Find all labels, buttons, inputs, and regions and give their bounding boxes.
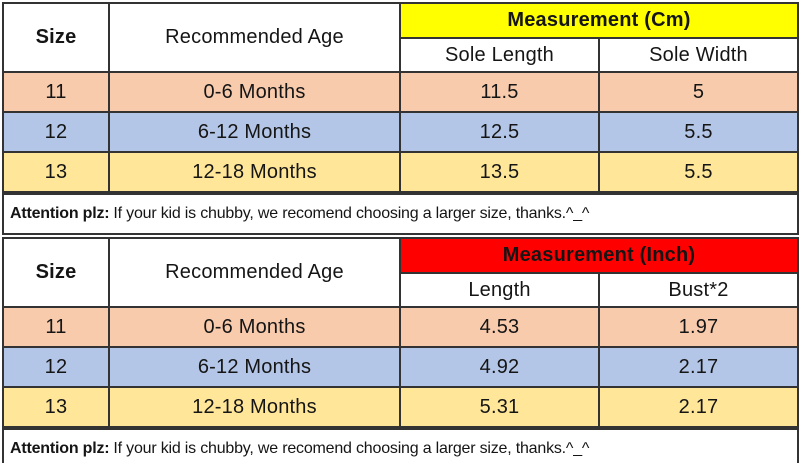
cell-size: 12 xyxy=(2,346,110,388)
column-header-recommended-age: Recommended Age xyxy=(108,2,401,73)
cell-size: 11 xyxy=(2,306,110,348)
attention-note-text: If your kid is chubby, we recomend choos… xyxy=(113,205,590,222)
cell-age: 12-18 Months xyxy=(108,151,401,193)
cell-age: 6-12 Months xyxy=(108,111,401,153)
column-header-measurement-inch: Measurement (Inch) xyxy=(399,237,799,274)
cell-length: 4.53 xyxy=(399,306,600,348)
cell-size: 11 xyxy=(2,71,110,113)
table-subheader-row: Length Bust*2 xyxy=(3,272,799,308)
attention-note-cm: Attention plz: If your kid is chubby, we… xyxy=(2,193,799,235)
cell-sole-length: 12.5 xyxy=(399,111,600,153)
cell-age: 0-6 Months xyxy=(108,71,401,113)
table-row: 11 0-6 Months 4.53 1.97 xyxy=(2,306,799,348)
table-row: 13 12-18 Months 5.31 2.17 xyxy=(2,386,799,428)
cell-bust: 2.17 xyxy=(598,386,799,428)
table-row: 11 0-6 Months 11.5 5 xyxy=(2,71,799,113)
cell-sole-width: 5.5 xyxy=(598,151,799,193)
table-row: 12 6-12 Months 4.92 2.17 xyxy=(2,346,799,388)
cell-size: 13 xyxy=(2,386,110,428)
column-header-size: Size xyxy=(2,2,110,73)
table-header-row: Size Recommended Age Measurement (Inch) xyxy=(2,237,799,308)
size-table-inch: Size Recommended Age Measurement (Inch) … xyxy=(2,237,799,428)
table-subheader-row: Sole Length Sole Width xyxy=(3,37,799,73)
cell-size: 12 xyxy=(2,111,110,153)
column-header-size: Size xyxy=(2,237,110,308)
cell-size: 13 xyxy=(2,151,110,193)
cell-age: 0-6 Months xyxy=(108,306,401,348)
cell-sole-width: 5.5 xyxy=(598,111,799,153)
cell-age: 12-18 Months xyxy=(108,386,401,428)
table-header-row: Size Recommended Age Measurement (Cm) xyxy=(2,2,799,73)
attention-note-text: If your kid is chubby, we recomend choos… xyxy=(113,440,590,457)
attention-note-inch: Attention plz: If your kid is chubby, we… xyxy=(2,428,799,463)
cell-bust: 1.97 xyxy=(598,306,799,348)
column-header-recommended-age: Recommended Age xyxy=(108,237,401,308)
column-header-length: Length xyxy=(399,272,600,308)
table-row: 12 6-12 Months 12.5 5.5 xyxy=(2,111,799,153)
attention-note-label: Attention plz: xyxy=(10,205,110,222)
cell-age: 6-12 Months xyxy=(108,346,401,388)
cell-sole-length: 11.5 xyxy=(399,71,600,113)
cell-length: 5.31 xyxy=(399,386,600,428)
size-table-cm: Size Recommended Age Measurement (Cm) So… xyxy=(2,2,799,193)
cell-sole-length: 13.5 xyxy=(399,151,600,193)
column-header-sole-width: Sole Width xyxy=(598,37,799,73)
table-row: 13 12-18 Months 13.5 5.5 xyxy=(2,151,799,193)
column-header-sole-length: Sole Length xyxy=(399,37,600,73)
attention-note-label: Attention plz: xyxy=(10,440,110,457)
column-header-bust: Bust*2 xyxy=(598,272,799,308)
cell-length: 4.92 xyxy=(399,346,600,388)
cell-bust: 2.17 xyxy=(598,346,799,388)
column-header-measurement-cm: Measurement (Cm) xyxy=(399,2,799,39)
cell-sole-width: 5 xyxy=(598,71,799,113)
